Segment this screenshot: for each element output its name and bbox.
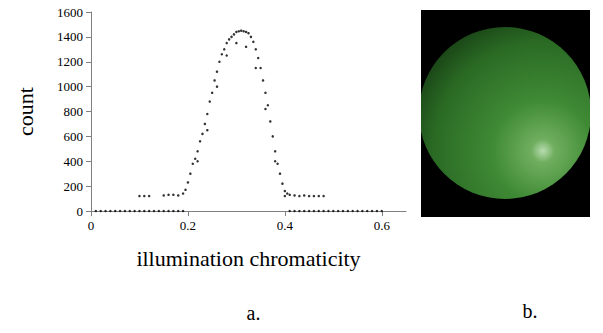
- svg-text:1000: 1000: [57, 79, 83, 94]
- svg-text:illumination chromaticity: illumination chromaticity: [136, 246, 360, 271]
- svg-text:0.6: 0.6: [374, 218, 391, 233]
- svg-text:800: 800: [64, 104, 84, 119]
- html-text:b.: b.: [522, 300, 538, 322]
- svg-text:1200: 1200: [57, 54, 83, 69]
- svg-text:1400: 1400: [57, 29, 83, 44]
- svg-text:count: count: [13, 87, 38, 136]
- svg-text:0: 0: [77, 204, 84, 219]
- svg-text:0.4: 0.4: [277, 218, 294, 233]
- svg-text:400: 400: [64, 154, 84, 169]
- svg-text:a.: a.: [247, 302, 261, 324]
- svg-text:0.2: 0.2: [180, 218, 196, 233]
- svg-text:0: 0: [88, 218, 95, 233]
- svg-text:200: 200: [64, 179, 84, 194]
- svg-text:1600: 1600: [57, 5, 83, 20]
- svg-text:600: 600: [64, 129, 84, 144]
